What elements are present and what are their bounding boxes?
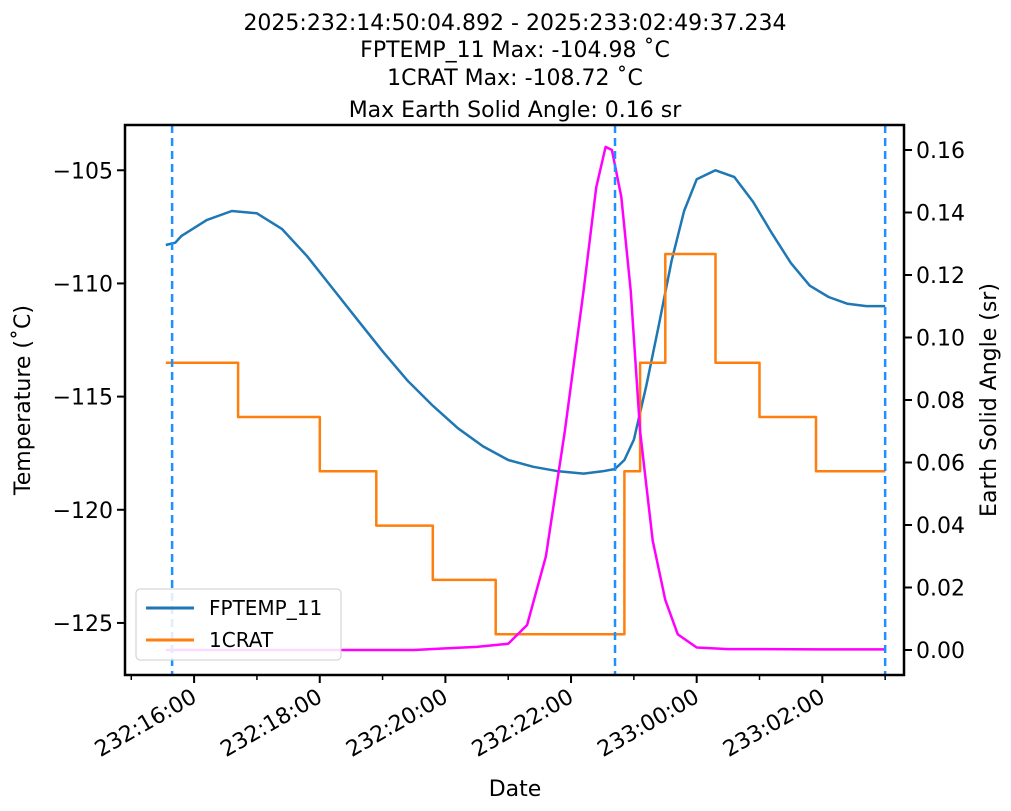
y-right-tick-label: 0.06 <box>916 452 965 477</box>
y-right-tick-label: 0.00 <box>916 639 965 664</box>
vline-group <box>170 125 887 675</box>
axes-group: 232:16:00 232:18:00 232:20:00 232:22:00 233:… <box>53 123 965 763</box>
chart-title-line-4: Max Earth Solid Angle: 0.16 sr <box>349 98 683 123</box>
legend-label-fptemp: FPTEMP_11 <box>209 596 322 620</box>
y-right-tick-label: 0.04 <box>916 514 965 539</box>
chart-title-line-1: 2025:232:14:50:04.892 - 2025:233:02:49:3… <box>243 11 786 36</box>
y-axis-left-label: Temperature (˚C) <box>11 305 36 496</box>
x-tick-label: 232:20:00 <box>342 685 452 763</box>
y-left-tick-label: −125 <box>53 612 113 637</box>
series-earth-solid-angle-line <box>165 145 886 652</box>
x-tick-label: 233:00:00 <box>593 685 703 763</box>
y-left-tick-label: −120 <box>53 499 113 524</box>
chart-title-line-2: FPTEMP_11 Max: -104.98 ˚C <box>360 38 670 63</box>
y-left-tick-label: −105 <box>53 159 113 184</box>
x-tick-label: 232:18:00 <box>217 685 327 763</box>
x-tick-label: 232:16:00 <box>91 685 201 763</box>
y-left-tick-label: −115 <box>53 386 113 411</box>
y-right-tick-label: 0.02 <box>916 577 965 602</box>
legend: FPTEMP_11 1CRAT <box>135 588 342 661</box>
y-right-tick-label: 0.10 <box>916 327 965 352</box>
y-axis-right-label: Earth Solid Angle (sr) <box>977 283 1002 517</box>
x-tick-label: 232:22:00 <box>468 685 578 763</box>
series-1crat-line <box>165 252 886 636</box>
y-right-tick-label: 0.08 <box>916 389 965 414</box>
y-right-tick-label: 0.14 <box>916 202 965 227</box>
chart-title-line-3: 1CRAT Max: -108.72 ˚C <box>387 66 643 91</box>
legend-label-1crat: 1CRAT <box>209 628 274 652</box>
x-tick-label: 233:02:00 <box>719 685 829 763</box>
series-fptemp11-line <box>165 169 886 475</box>
x-axis-label: Date <box>489 777 542 802</box>
y-left-tick-label: −110 <box>53 272 113 297</box>
y-right-tick-label: 0.16 <box>916 139 965 164</box>
plot-area <box>165 145 886 652</box>
y-right-tick-label: 0.12 <box>916 264 965 289</box>
